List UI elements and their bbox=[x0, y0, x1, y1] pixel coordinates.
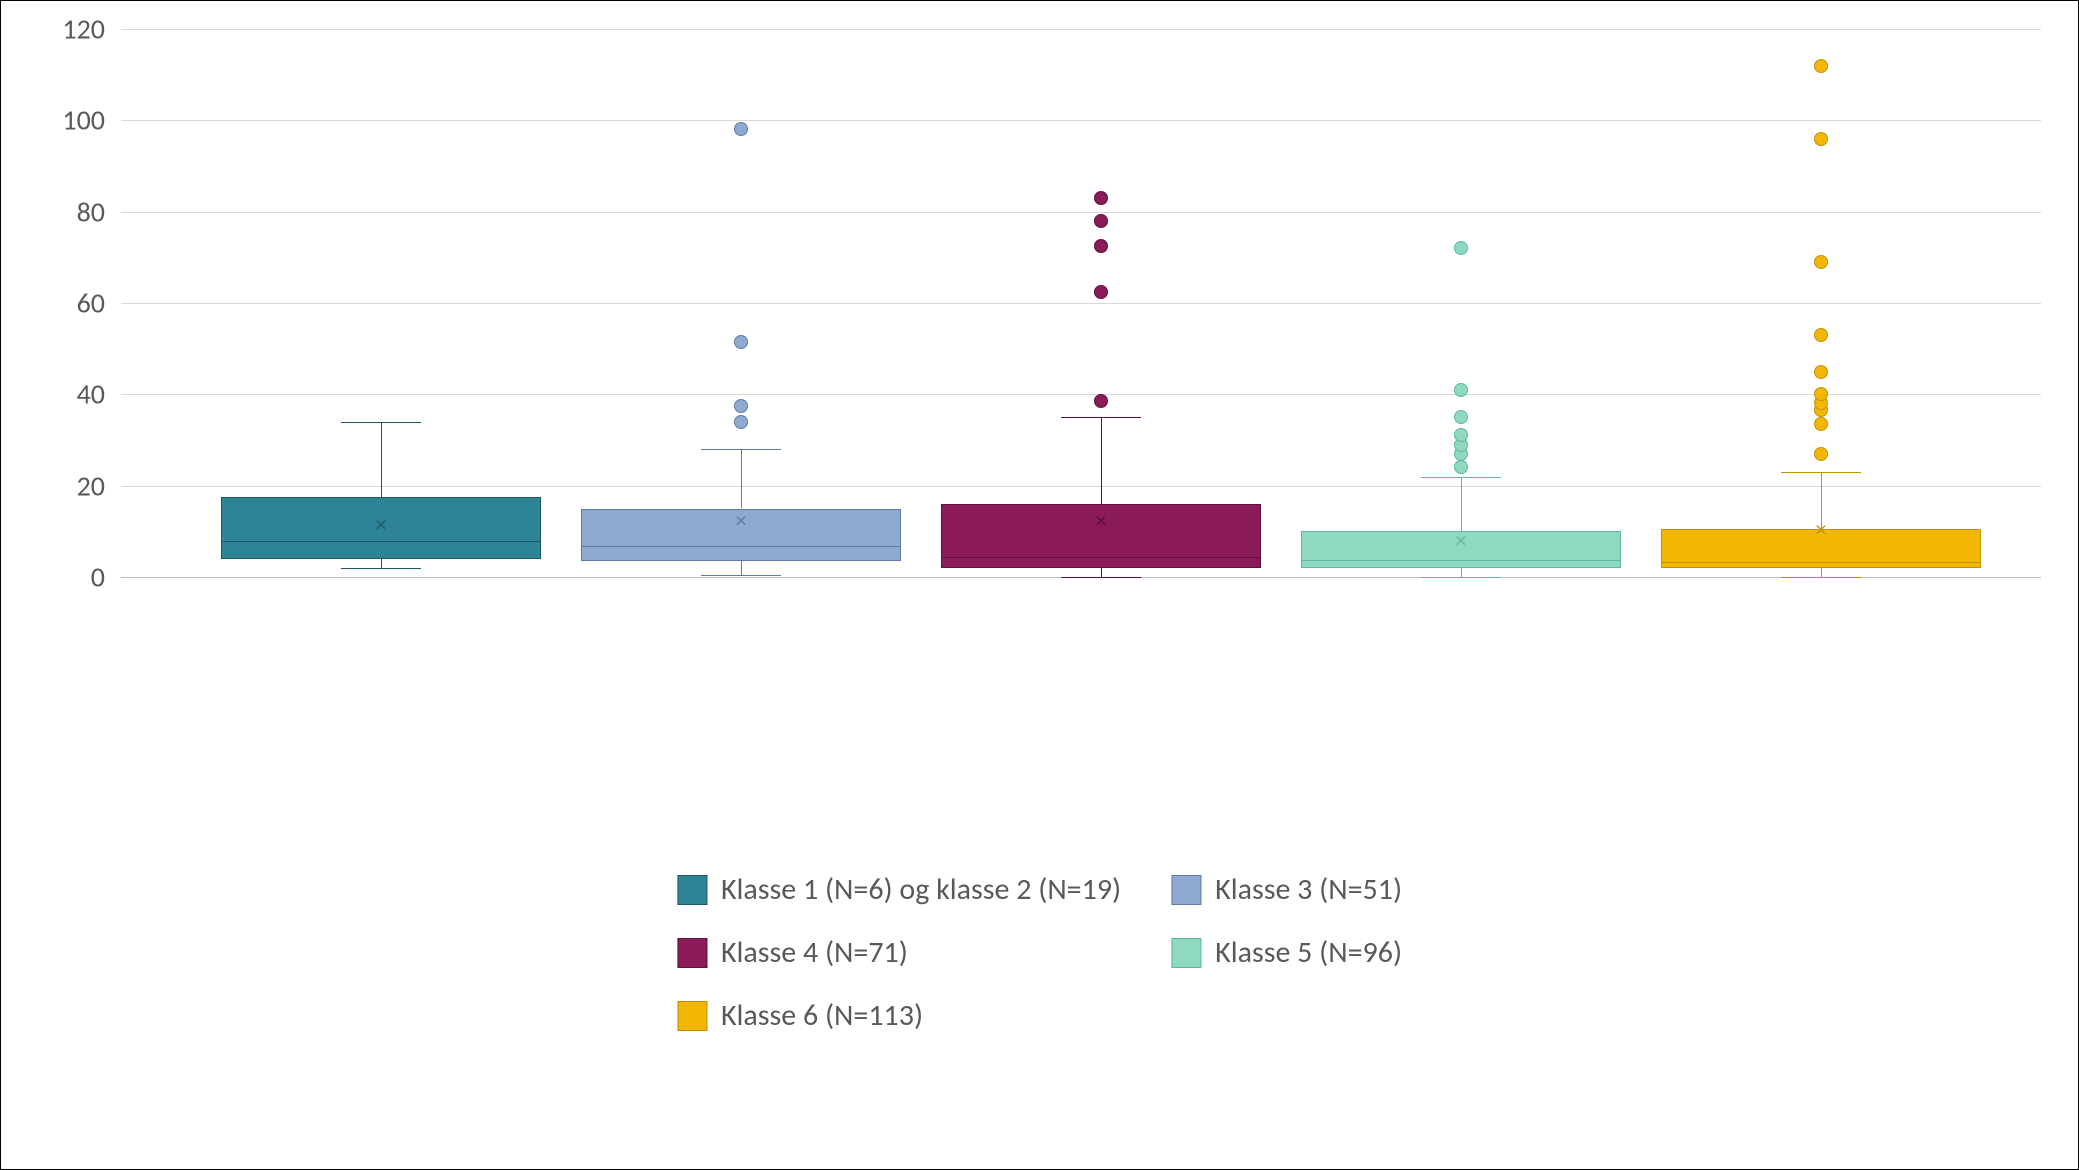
legend-swatch bbox=[677, 938, 707, 968]
whisker-cap-low bbox=[1421, 577, 1501, 578]
whisker-low bbox=[1821, 568, 1822, 577]
outlier-point bbox=[1814, 365, 1828, 379]
legend-label: Klasse 1 (N=6) og klasse 2 (N=19) bbox=[721, 871, 1121, 908]
legend: Klasse 1 (N=6) og klasse 2 (N=19) Klasse … bbox=[677, 871, 1402, 1034]
legend-label: Klasse 3 (N=51) bbox=[1215, 871, 1402, 908]
outlier-point bbox=[1814, 132, 1828, 146]
legend-swatch bbox=[677, 1001, 707, 1031]
legend-swatch bbox=[1171, 938, 1201, 968]
median-line bbox=[1662, 562, 1980, 563]
whisker-cap-high bbox=[1781, 472, 1861, 473]
y-tick-label: 40 bbox=[77, 377, 105, 412]
outlier-point bbox=[1814, 387, 1828, 401]
legend-item: Klasse 4 (N=71) bbox=[677, 934, 1121, 971]
y-tick-label: 20 bbox=[77, 468, 105, 503]
outlier-point bbox=[1814, 447, 1828, 461]
legend-item: Klasse 5 (N=96) bbox=[1171, 934, 1402, 971]
legend-item: Klasse 1 (N=6) og klasse 2 (N=19) bbox=[677, 871, 1121, 908]
mean-marker: × bbox=[1816, 516, 1827, 543]
outlier-point bbox=[1814, 255, 1828, 269]
whisker-cap-low bbox=[1781, 577, 1861, 578]
legend-item: Klasse 6 (N=113) bbox=[677, 997, 1121, 1034]
legend-label: Klasse 4 (N=71) bbox=[721, 934, 908, 971]
outlier-point bbox=[1814, 417, 1828, 431]
y-tick-label: 100 bbox=[62, 103, 105, 138]
box-group: × bbox=[121, 29, 2041, 577]
y-tick-label: 80 bbox=[77, 194, 105, 229]
y-tick-label: 60 bbox=[77, 286, 105, 321]
legend-label: Klasse 6 (N=113) bbox=[721, 997, 923, 1034]
legend-swatch bbox=[677, 875, 707, 905]
whisker-cap-low bbox=[1061, 577, 1141, 578]
y-tick-label: 0 bbox=[91, 560, 105, 595]
outlier-point bbox=[1814, 328, 1828, 342]
y-tick-label: 120 bbox=[62, 12, 105, 47]
boxplot-chart: 020406080100120××××× Klasse 1 (N=6) og k… bbox=[0, 0, 2079, 1170]
outlier-point bbox=[1814, 59, 1828, 73]
legend-item: Klasse 3 (N=51) bbox=[1171, 871, 1402, 908]
legend-swatch bbox=[1171, 875, 1201, 905]
plot-area: 020406080100120××××× bbox=[121, 29, 2041, 577]
legend-label: Klasse 5 (N=96) bbox=[1215, 934, 1402, 971]
